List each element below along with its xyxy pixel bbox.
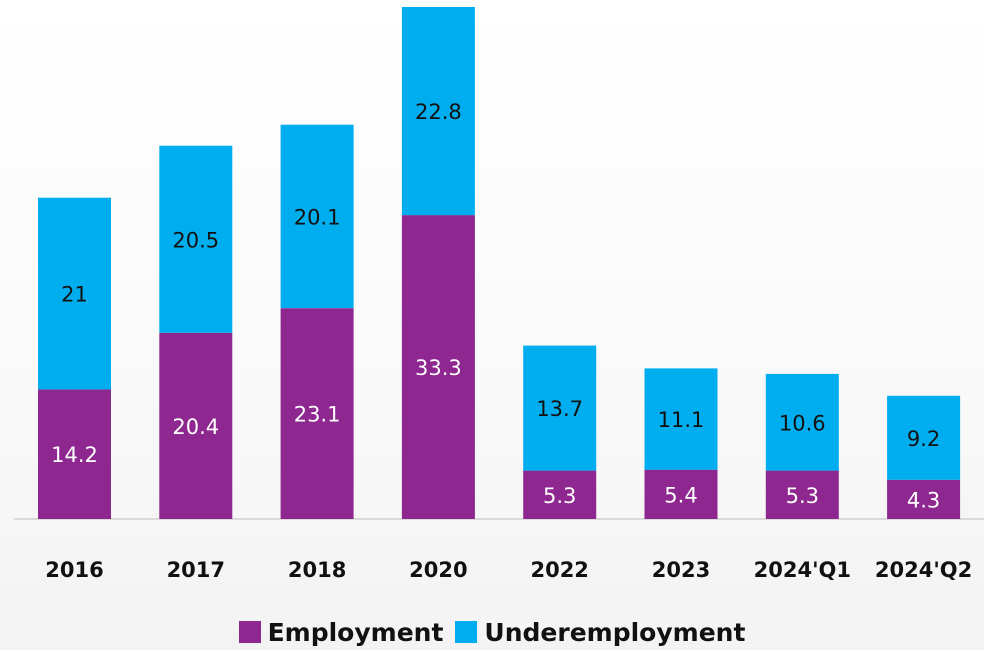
bar-underemployment-2023 xyxy=(644,368,718,470)
category-labels-group: 2016 2017 2018 2020 2022 2023 2024'Q1 2024'Q2 xyxy=(45,558,972,582)
category-label-2018: 2018 xyxy=(288,558,346,582)
category-label-2020: 2020 xyxy=(409,558,467,582)
bar-underemployment-2024-q2 xyxy=(887,395,961,480)
category-label-2016: 2016 xyxy=(45,558,103,582)
bar-employment-2016 xyxy=(38,389,111,519)
data-label-employment-2020: 33.3 xyxy=(415,356,462,380)
bar-underemployment-2024-q1 xyxy=(765,373,839,471)
bar-employment-2024-q1 xyxy=(765,470,839,519)
legend: Employment Underemployment xyxy=(0,612,984,652)
legend-label-employment: Employment xyxy=(267,617,444,647)
bar-employment-2017 xyxy=(159,332,233,519)
data-label-employment-2023: 5.4 xyxy=(664,483,697,507)
stacked-bar-chart: 14.2 21 20.4 20.5 23.1 20.1 33.3 22.8 5.3 13.7 5.4… xyxy=(14,7,984,582)
category-label-2023: 2023 xyxy=(652,558,710,582)
bar-underemployment-2018 xyxy=(280,124,354,309)
data-label-employment-2024-q1: 5.3 xyxy=(786,484,819,508)
data-label-employment-2017: 20.4 xyxy=(172,415,219,439)
data-label-employment-2018: 23.1 xyxy=(294,403,341,427)
legend-item-underemployment: Underemployment xyxy=(455,618,745,647)
bar-employment-2018 xyxy=(280,308,354,519)
data-label-employment-2016: 14.2 xyxy=(51,443,98,467)
legend-label-underemployment: Underemployment xyxy=(484,617,746,647)
data-labels-group: 14.2 21 20.4 20.5 23.1 20.1 33.3 22.8 5.3 13.7 5.4… xyxy=(51,100,940,512)
data-label-underemployment-2020: 22.8 xyxy=(415,100,462,124)
bar-employment-2023 xyxy=(644,469,718,519)
data-label-employment-2024-q2: 4.3 xyxy=(907,488,940,512)
data-label-underemployment-2024-q2: 9.2 xyxy=(907,427,940,451)
bar-employment-2022 xyxy=(523,470,597,519)
data-label-underemployment-2016: 21 xyxy=(61,283,88,307)
bar-underemployment-2017 xyxy=(159,145,233,333)
bar-underemployment-2020 xyxy=(401,7,475,216)
legend-swatch-underemployment xyxy=(455,621,478,643)
legend-item-employment: Employment xyxy=(238,617,444,647)
bar-employment-2020 xyxy=(401,215,475,519)
category-label-2022: 2022 xyxy=(530,558,588,582)
data-label-underemployment-2022: 13.7 xyxy=(536,397,583,421)
bar-underemployment-2016 xyxy=(38,197,111,390)
legend-swatch-employment xyxy=(238,621,261,643)
bar-underemployment-2022 xyxy=(523,345,597,471)
bars-group xyxy=(38,7,961,519)
bar-employment-2024-q2 xyxy=(887,479,961,519)
data-label-underemployment-2017: 20.5 xyxy=(172,228,219,252)
data-label-employment-2022: 5.3 xyxy=(543,484,576,508)
category-label-2017: 2017 xyxy=(167,558,225,582)
category-label-2024-q1: 2024'Q1 xyxy=(754,558,851,582)
data-label-underemployment-2023: 11.1 xyxy=(658,408,705,432)
category-label-2024-q2: 2024'Q2 xyxy=(875,558,972,582)
data-label-underemployment-2024-q1: 10.6 xyxy=(779,411,826,435)
data-label-underemployment-2018: 20.1 xyxy=(294,206,341,230)
